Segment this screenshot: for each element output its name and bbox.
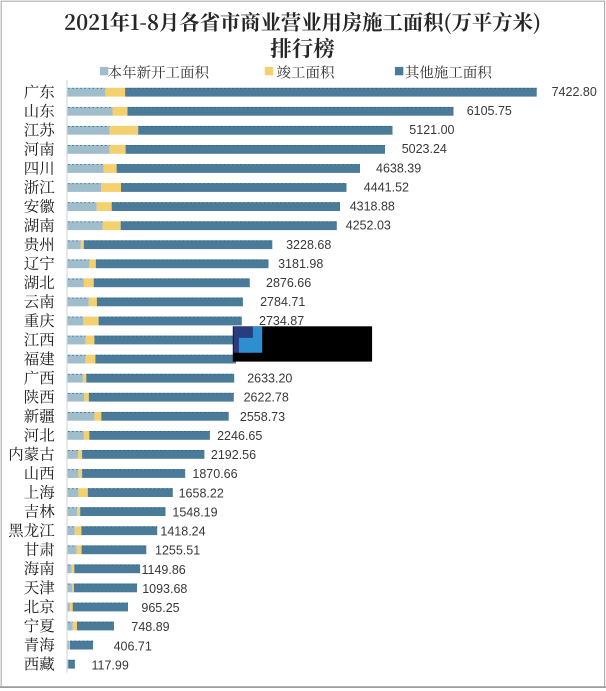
- svg-text:4441.52: 4441.52: [364, 180, 409, 194]
- svg-text:117.99: 117.99: [92, 658, 129, 672]
- svg-text:1149.86: 1149.86: [142, 563, 186, 577]
- svg-text:1870.66: 1870.66: [192, 467, 237, 481]
- svg-text:965.25: 965.25: [141, 601, 179, 615]
- svg-text:6105.75: 6105.75: [467, 104, 512, 118]
- svg-text:406.71: 406.71: [114, 639, 152, 653]
- svg-text:2876.66: 2876.66: [266, 276, 311, 290]
- svg-text:1418.24: 1418.24: [160, 525, 205, 539]
- svg-text:4638.39: 4638.39: [376, 161, 421, 175]
- svg-text:2784.71: 2784.71: [260, 295, 305, 309]
- svg-text:2192.56: 2192.56: [211, 448, 256, 462]
- svg-text:1093.68: 1093.68: [142, 582, 187, 596]
- svg-text:4318.88: 4318.88: [350, 200, 395, 214]
- svg-text:5023.24: 5023.24: [402, 142, 447, 156]
- svg-text:2246.65: 2246.65: [217, 429, 262, 443]
- svg-text:4252.03: 4252.03: [346, 219, 391, 233]
- svg-text:1658.22: 1658.22: [179, 486, 224, 500]
- svg-text:5121.00: 5121.00: [409, 123, 454, 137]
- svg-text:1548.19: 1548.19: [172, 505, 217, 519]
- svg-text:2734.87: 2734.87: [259, 314, 304, 328]
- svg-text:3181.98: 3181.98: [278, 257, 323, 271]
- svg-text:1255.51: 1255.51: [155, 544, 200, 558]
- svg-text:7422.80: 7422.80: [552, 85, 597, 99]
- svg-text:2558.73: 2558.73: [240, 410, 285, 424]
- svg-text:2633.20: 2633.20: [247, 372, 292, 386]
- svg-text:3228.68: 3228.68: [286, 238, 331, 252]
- svg-text:2622.78: 2622.78: [244, 391, 289, 405]
- svg-text:748.89: 748.89: [131, 620, 169, 634]
